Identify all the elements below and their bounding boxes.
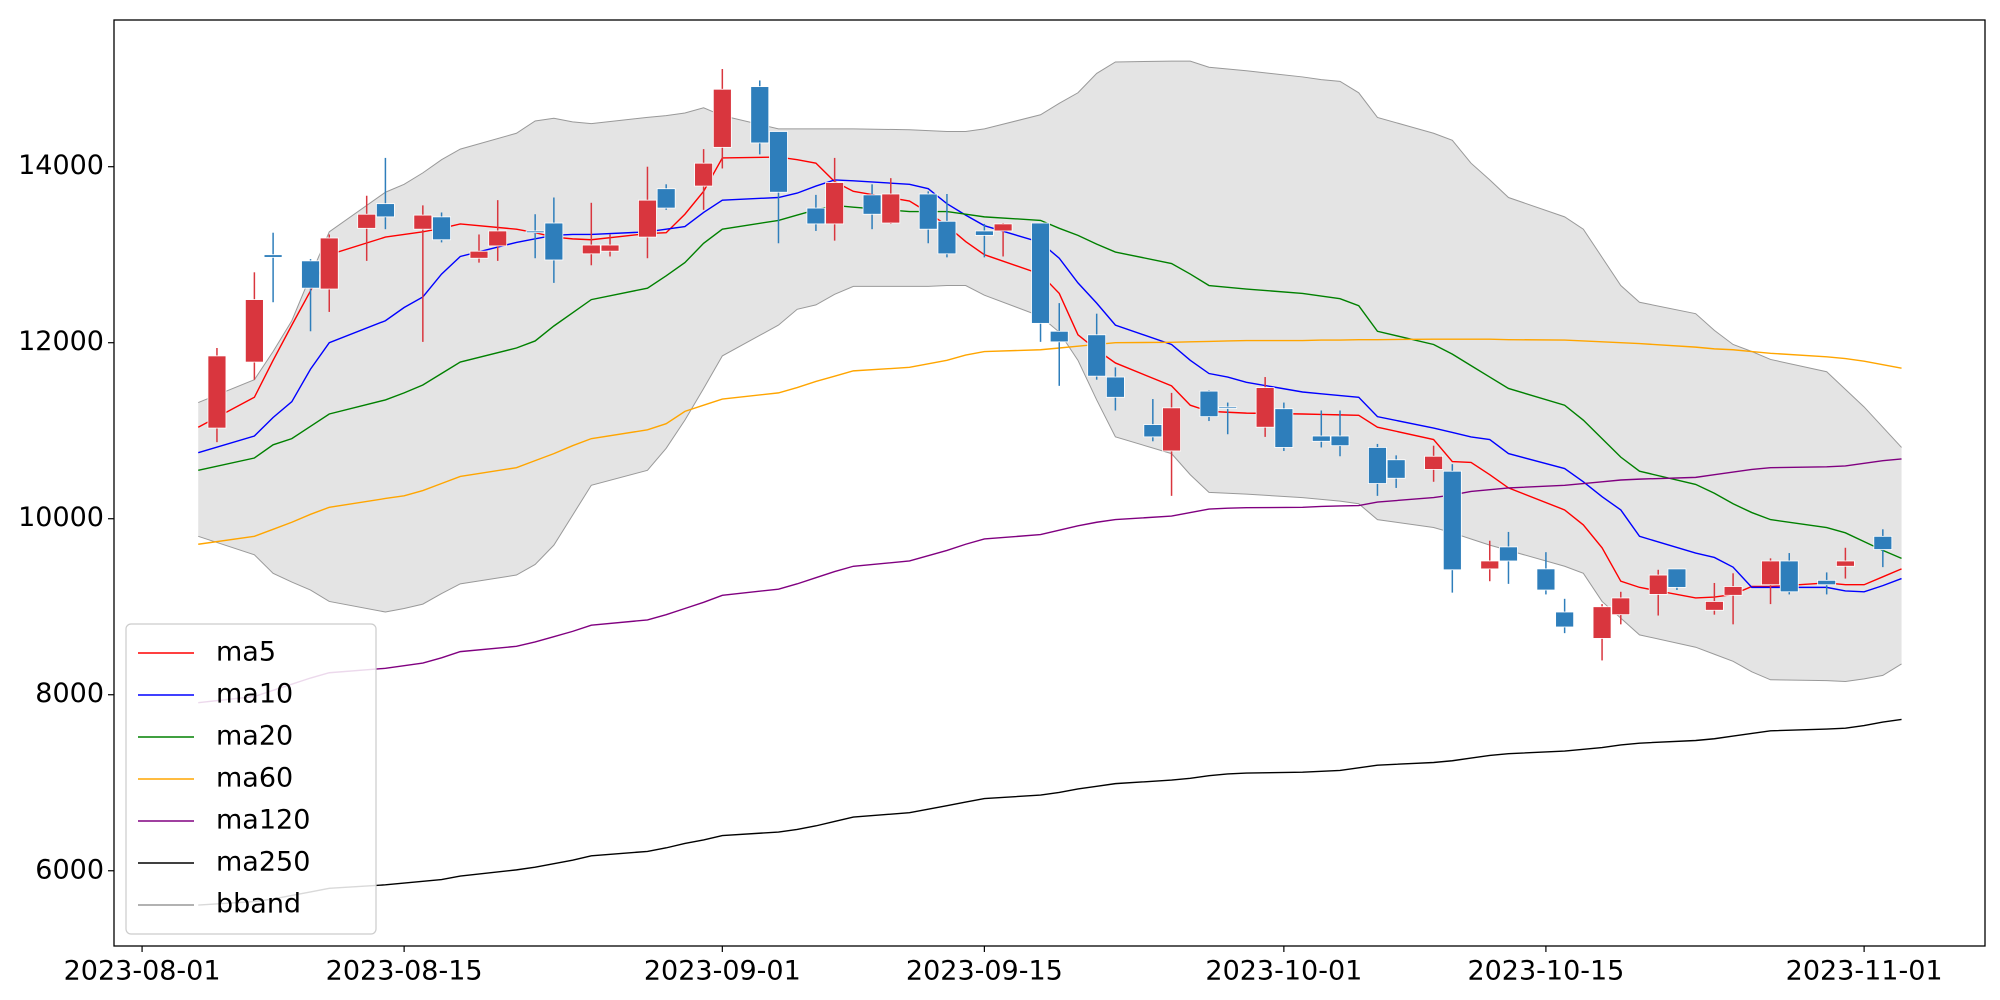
candle-body: [1106, 376, 1125, 398]
legend-label: ma120: [216, 805, 310, 836]
plot: [197, 60, 1902, 906]
candle-body: [357, 213, 377, 229]
ma-line: [198, 204, 1902, 559]
candle-body: [1667, 568, 1687, 588]
legend-box: [125, 623, 377, 935]
candle-body: [1368, 447, 1387, 484]
candle-body: [432, 216, 451, 241]
ma-line: [198, 458, 1902, 704]
y-tick-label: 8000: [35, 678, 104, 709]
candle-body: [1442, 470, 1462, 571]
candle-body: [1873, 535, 1893, 550]
candle-body: [1087, 334, 1107, 377]
legend-label: ma20: [216, 721, 293, 752]
candle-body: [1536, 568, 1556, 591]
candle-body: [1311, 435, 1331, 442]
legend-label: ma250: [216, 847, 310, 878]
x-tick-label: 2023-08-01: [64, 956, 221, 987]
x-tick-label: 2023-09-15: [906, 956, 1063, 987]
x-tick-label: 2023-08-15: [326, 956, 483, 987]
candle-body: [1499, 546, 1518, 562]
candle-body: [712, 88, 732, 148]
candle-body: [263, 254, 283, 258]
candle-body: [694, 162, 714, 187]
candle-body: [1218, 406, 1238, 409]
candle-body: [1480, 560, 1500, 570]
plot-frame: [113, 19, 1986, 947]
legend-label: ma5: [216, 637, 276, 668]
x-tick-label: 2023-10-01: [1205, 956, 1362, 987]
candle-body: [769, 131, 788, 193]
candle-body: [974, 230, 994, 236]
candle-body: [207, 355, 227, 429]
candle-body: [806, 207, 826, 225]
candle-body: [1779, 560, 1799, 593]
candle-body: [1274, 408, 1294, 448]
candle-body: [301, 260, 320, 289]
bband-upper: [198, 60, 1902, 448]
candle-body: [881, 193, 901, 224]
candle-body: [376, 203, 395, 218]
bband-area: [198, 61, 1902, 682]
candle-body: [1555, 611, 1575, 628]
candle-body: [1648, 574, 1668, 595]
candle-body: [544, 222, 564, 261]
x-tick-label: 2023-09-01: [644, 956, 801, 987]
ma-line: [197, 156, 1902, 599]
y-tick-label: 10000: [18, 502, 104, 533]
x-tick-label: 2023-10-15: [1467, 956, 1624, 987]
candle-body: [638, 199, 657, 238]
legend-label: ma60: [216, 763, 293, 794]
candle-body: [244, 299, 264, 363]
y-tick-label: 14000: [18, 150, 104, 181]
candle-body: [1723, 586, 1743, 596]
legend-label: bband: [216, 889, 301, 920]
candle-body: [1704, 601, 1724, 611]
candle-body: [525, 230, 545, 234]
candle-body: [581, 244, 601, 255]
candle-body: [1199, 390, 1219, 418]
candle-body: [319, 237, 339, 290]
legend-label: ma10: [216, 679, 293, 710]
candle-body: [488, 230, 508, 247]
candle-body: [413, 214, 433, 230]
candle-body: [1611, 597, 1631, 616]
candle-body: [1143, 424, 1163, 438]
bband-lower: [198, 285, 1902, 683]
candle-body: [1817, 579, 1837, 586]
candle-body: [469, 250, 489, 259]
ma-line: [198, 718, 1902, 906]
candle-body: [1031, 222, 1050, 324]
ma-line: [198, 338, 1902, 545]
candle-body: [825, 182, 845, 225]
candle-body: [1761, 560, 1780, 586]
candle-body: [750, 86, 770, 144]
x-tick-label: 2023-11-01: [1786, 956, 1943, 987]
candle-body: [600, 244, 620, 252]
candle-body: [1162, 407, 1181, 452]
y-tick-label: 6000: [35, 854, 104, 885]
candle-body: [937, 220, 957, 255]
candle-body: [1424, 455, 1444, 470]
candle-body: [1330, 435, 1350, 447]
candle-body: [1386, 459, 1406, 479]
candle-body: [993, 223, 1013, 232]
candle-body: [862, 194, 882, 215]
candle-body: [1049, 330, 1069, 343]
candle-body: [656, 188, 676, 209]
candle-body: [1835, 560, 1855, 567]
candle-body: [1592, 606, 1612, 639]
y-tick-label: 12000: [18, 326, 104, 357]
candle-body: [1255, 387, 1275, 428]
candle-body: [918, 193, 938, 230]
